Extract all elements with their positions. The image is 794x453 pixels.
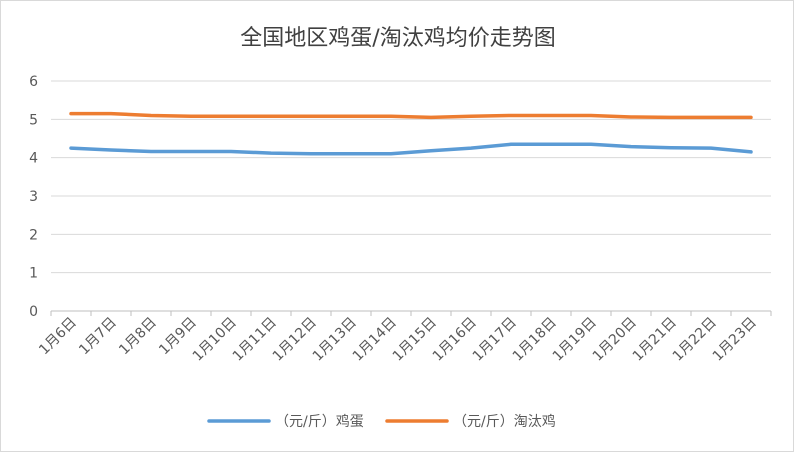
series-line-0 bbox=[69, 142, 753, 156]
data-point bbox=[70, 113, 72, 115]
data-point bbox=[710, 116, 712, 118]
series-lines bbox=[69, 111, 753, 156]
data-point bbox=[390, 115, 392, 117]
data-point bbox=[470, 115, 472, 117]
chart-title: 全国地区鸡蛋/淘汰鸡均价走势图 bbox=[240, 26, 555, 51]
x-tick-label: 1月8日 bbox=[116, 315, 160, 359]
data-point bbox=[270, 152, 272, 154]
data-point bbox=[550, 143, 552, 145]
data-point bbox=[350, 115, 352, 117]
grid-lines bbox=[51, 80, 771, 312]
x-tick-label: 1月7日 bbox=[76, 315, 120, 359]
data-point bbox=[110, 149, 112, 151]
data-point bbox=[630, 116, 632, 118]
data-point bbox=[670, 116, 672, 118]
data-point bbox=[110, 113, 112, 115]
data-point bbox=[590, 115, 592, 116]
x-tick-label: 1月23日 bbox=[710, 315, 760, 365]
data-point bbox=[670, 147, 672, 149]
data-point bbox=[750, 116, 752, 118]
y-tick-label: 2 bbox=[29, 227, 38, 243]
legend: （元/斤）鸡蛋 （元/斤）淘汰鸡 bbox=[207, 413, 556, 430]
y-tick-label: 0 bbox=[29, 304, 38, 320]
data-point bbox=[310, 115, 312, 117]
data-point bbox=[510, 115, 512, 116]
data-point bbox=[150, 151, 152, 153]
data-point bbox=[350, 153, 352, 155]
data-point bbox=[550, 115, 552, 116]
y-tick-label: 1 bbox=[29, 266, 38, 282]
data-point bbox=[590, 143, 592, 145]
y-tick-label: 3 bbox=[29, 189, 38, 205]
y-axis: 0 1 2 3 4 5 6 bbox=[29, 74, 38, 320]
data-point bbox=[310, 153, 312, 155]
data-point bbox=[190, 151, 192, 153]
y-tick-label: 6 bbox=[29, 74, 38, 90]
data-point bbox=[630, 146, 632, 148]
data-point bbox=[430, 116, 432, 118]
y-tick-label: 5 bbox=[29, 112, 38, 128]
data-point bbox=[390, 153, 392, 155]
y-tick-label: 4 bbox=[29, 151, 38, 167]
data-point bbox=[230, 151, 232, 153]
data-point bbox=[190, 115, 192, 117]
data-point bbox=[70, 147, 72, 149]
series-line-1 bbox=[69, 111, 753, 120]
legend-label-1: （元/斤）淘汰鸡 bbox=[453, 413, 556, 430]
data-point bbox=[750, 151, 752, 153]
legend-label-0: （元/斤）鸡蛋 bbox=[275, 413, 364, 430]
x-axis: 1月6日1月7日1月8日1月9日1月10日1月11日1月12日1月13日1月14… bbox=[36, 311, 772, 365]
data-point bbox=[230, 115, 232, 117]
data-point bbox=[710, 147, 712, 149]
x-tick-label: 1月6日 bbox=[36, 315, 80, 359]
data-point bbox=[510, 143, 512, 145]
data-point bbox=[470, 147, 472, 149]
data-point bbox=[150, 115, 152, 116]
data-point bbox=[270, 115, 272, 117]
data-point bbox=[430, 150, 432, 152]
